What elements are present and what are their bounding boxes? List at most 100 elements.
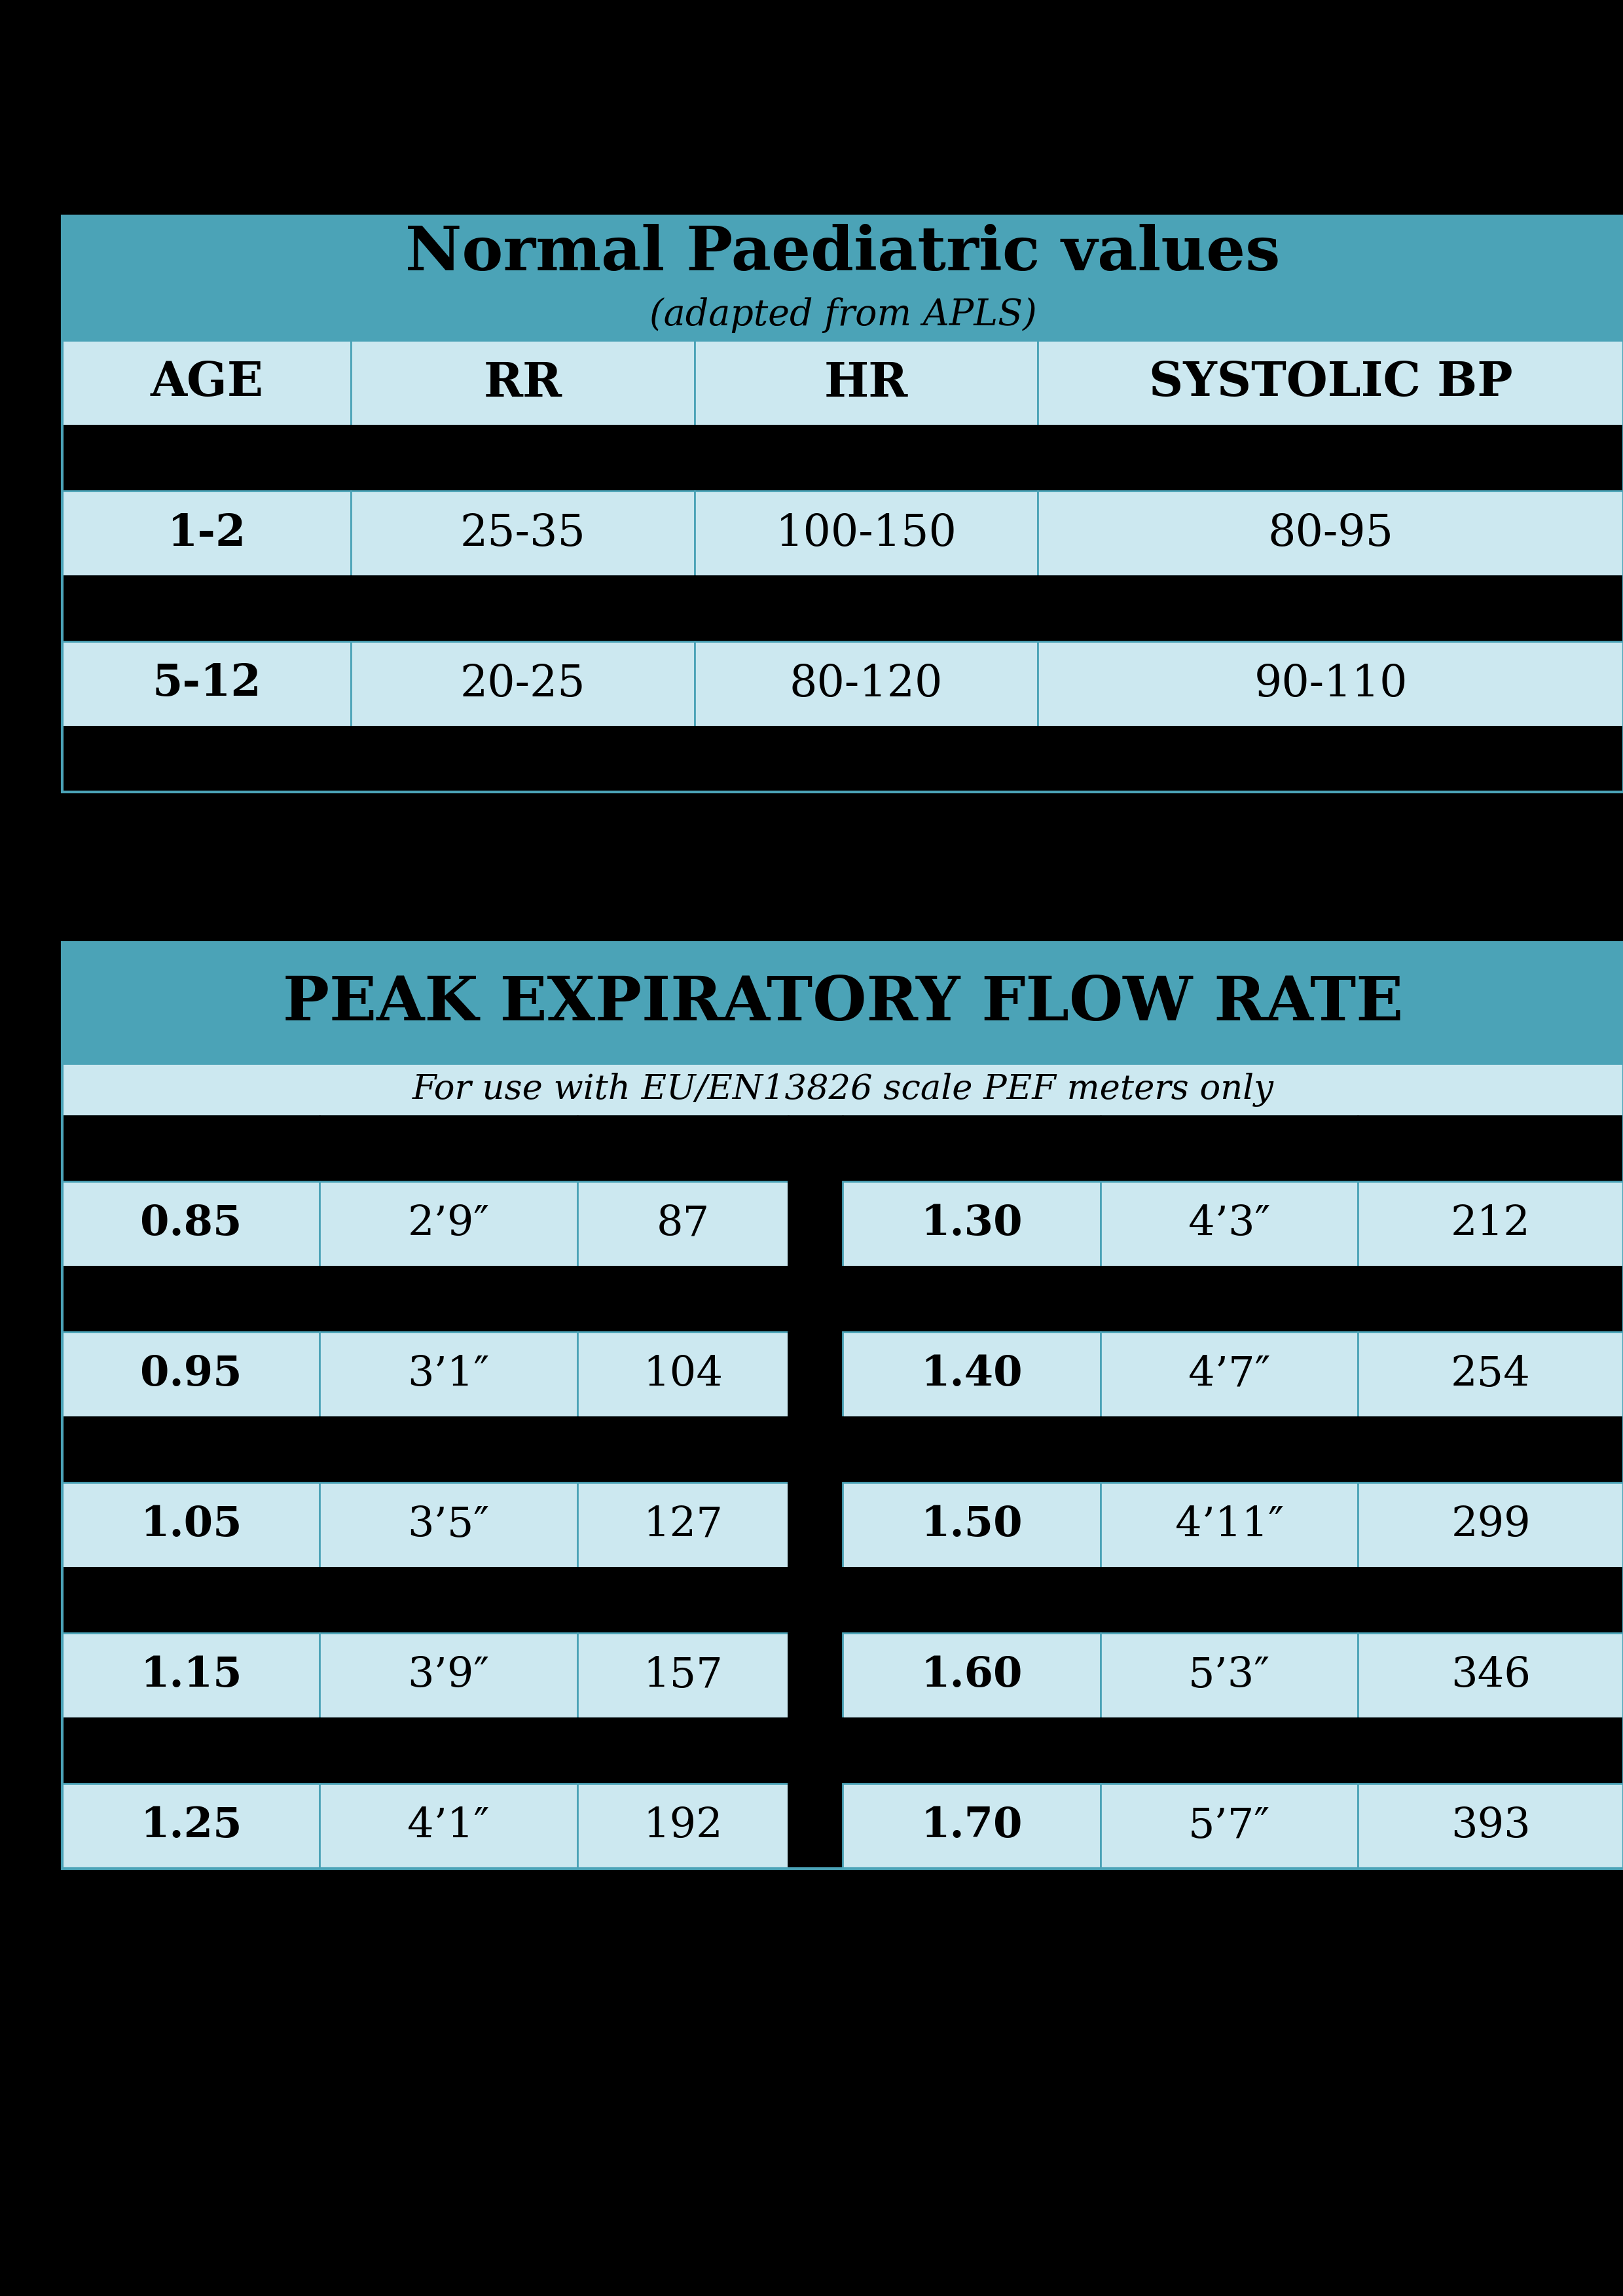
- Text: (adapted from APLS): (adapted from APLS): [649, 298, 1037, 333]
- Bar: [842, 1116, 1100, 1182]
- Bar: [320, 1267, 578, 1332]
- Text: 1.15: 1.15: [140, 1655, 242, 1694]
- Text: 4’7″: 4’7″: [1188, 1355, 1271, 1394]
- Bar: [789, 1568, 842, 1632]
- Bar: [320, 1568, 578, 1632]
- Text: 346: 346: [1451, 1655, 1530, 1694]
- Bar: [320, 1417, 578, 1483]
- Bar: [1100, 1568, 1358, 1632]
- Text: 4’3″: 4’3″: [1188, 1203, 1271, 1244]
- Text: For use with EU/EN13826 scale PEF meters only: For use with EU/EN13826 scale PEF meters…: [412, 1072, 1274, 1107]
- Bar: [320, 1483, 578, 1568]
- Bar: [842, 1483, 1100, 1568]
- Text: RR: RR: [484, 360, 562, 406]
- Text: 90-110: 90-110: [1255, 664, 1407, 705]
- Bar: [62, 1116, 320, 1182]
- Bar: [1358, 1332, 1623, 1417]
- Text: 1-2: 1-2: [167, 512, 247, 556]
- Bar: [62, 1332, 320, 1417]
- Bar: [1100, 1417, 1358, 1483]
- Text: 1.25: 1.25: [140, 1807, 242, 1846]
- Text: 25-35: 25-35: [459, 512, 586, 556]
- Bar: [1039, 340, 1623, 425]
- Bar: [695, 425, 1039, 491]
- Bar: [842, 1417, 1100, 1483]
- Bar: [320, 1182, 578, 1267]
- Text: HR: HR: [824, 360, 909, 406]
- Bar: [1358, 1417, 1623, 1483]
- Bar: [320, 1784, 578, 1869]
- Text: 20-25: 20-25: [459, 664, 586, 705]
- Bar: [320, 1717, 578, 1784]
- Text: 3’9″: 3’9″: [407, 1655, 490, 1694]
- Bar: [789, 1417, 842, 1483]
- Bar: [62, 1483, 320, 1568]
- Bar: [1039, 576, 1623, 641]
- Text: 157: 157: [643, 1655, 722, 1694]
- Text: 1.30: 1.30: [920, 1203, 1022, 1244]
- Text: 1.40: 1.40: [920, 1355, 1022, 1394]
- Bar: [62, 1182, 320, 1267]
- Text: PEAK EXPIRATORY FLOW RATE: PEAK EXPIRATORY FLOW RATE: [282, 974, 1402, 1033]
- Text: 192: 192: [643, 1807, 722, 1846]
- Bar: [578, 1568, 789, 1632]
- Bar: [842, 1717, 1100, 1784]
- Bar: [62, 576, 351, 641]
- Bar: [842, 1568, 1100, 1632]
- Bar: [842, 1182, 1100, 1267]
- Bar: [1100, 1182, 1358, 1267]
- Text: 2’9″: 2’9″: [407, 1203, 490, 1244]
- Bar: [578, 1632, 789, 1717]
- Bar: [842, 1784, 1100, 1869]
- Bar: [1358, 1182, 1623, 1267]
- Bar: [695, 726, 1039, 792]
- Bar: [789, 1267, 842, 1332]
- Text: 127: 127: [643, 1504, 722, 1545]
- Bar: [842, 1267, 1100, 1332]
- Bar: [62, 1632, 320, 1717]
- Bar: [351, 425, 695, 491]
- Bar: [62, 425, 351, 491]
- Bar: [1358, 1116, 1623, 1182]
- Bar: [1100, 1784, 1358, 1869]
- Bar: [578, 1332, 789, 1417]
- Bar: [62, 216, 1623, 340]
- Bar: [62, 641, 351, 726]
- Bar: [1100, 1267, 1358, 1332]
- Bar: [62, 1784, 320, 1869]
- Bar: [695, 491, 1039, 576]
- Bar: [695, 576, 1039, 641]
- Bar: [320, 1332, 578, 1417]
- Text: 80-95: 80-95: [1268, 512, 1394, 556]
- Bar: [578, 1182, 789, 1267]
- Bar: [1039, 491, 1623, 576]
- Text: 299: 299: [1451, 1504, 1530, 1545]
- Bar: [1358, 1717, 1623, 1784]
- Text: 4’1″: 4’1″: [407, 1807, 490, 1846]
- Bar: [62, 216, 1623, 792]
- Bar: [578, 1784, 789, 1869]
- Bar: [789, 1483, 842, 1568]
- Bar: [62, 1717, 320, 1784]
- Text: 254: 254: [1451, 1355, 1530, 1394]
- Bar: [1358, 1784, 1623, 1869]
- Text: AGE: AGE: [149, 360, 263, 406]
- Bar: [62, 491, 351, 576]
- Text: 393: 393: [1451, 1807, 1530, 1846]
- Bar: [1100, 1116, 1358, 1182]
- Bar: [695, 340, 1039, 425]
- Text: 5-12: 5-12: [153, 664, 261, 705]
- Bar: [62, 1417, 320, 1483]
- Text: 1.60: 1.60: [920, 1655, 1022, 1694]
- Bar: [789, 1116, 842, 1182]
- Bar: [62, 726, 351, 792]
- Bar: [578, 1717, 789, 1784]
- Bar: [578, 1417, 789, 1483]
- Bar: [62, 340, 351, 425]
- Bar: [1100, 1483, 1358, 1568]
- Bar: [578, 1116, 789, 1182]
- Text: 104: 104: [643, 1355, 722, 1394]
- Bar: [62, 1063, 1623, 1116]
- Text: 1.50: 1.50: [920, 1506, 1022, 1545]
- Text: 0.95: 0.95: [140, 1355, 242, 1394]
